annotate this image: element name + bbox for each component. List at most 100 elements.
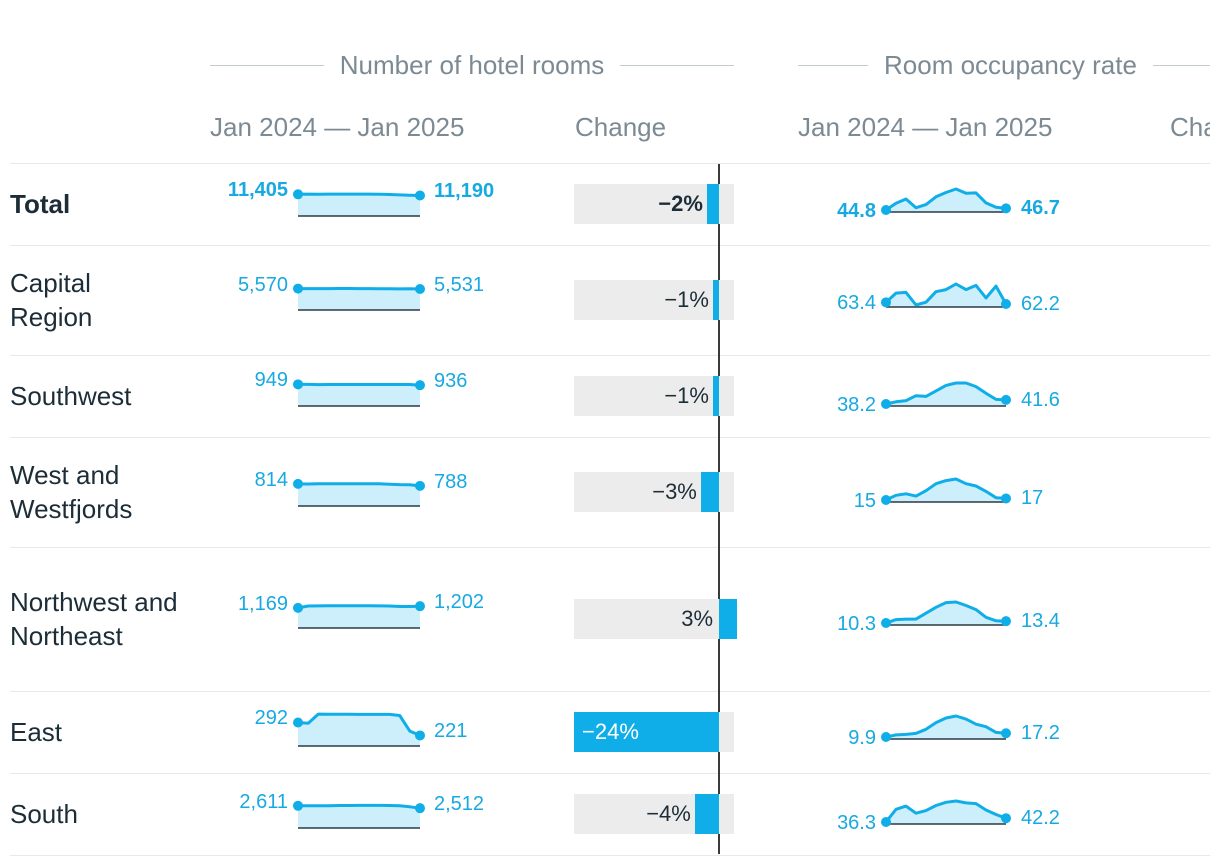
sparkline-line (884, 799, 1007, 823)
sparkline-line (885, 381, 1007, 406)
change-label: 3% (681, 606, 713, 631)
occupancy-sparkline (881, 187, 1011, 215)
occupancy-sparkline (881, 282, 1011, 310)
rooms-end-label: 936 (434, 370, 468, 393)
change-bar-track (574, 376, 734, 416)
sparkline-line (885, 477, 1007, 502)
rooms-sparkline (293, 189, 425, 217)
sparkline-end-dot (1001, 493, 1011, 504)
sparkline-area (886, 801, 1006, 824)
change-label: −1% (664, 383, 709, 408)
sparkline-start-dot (293, 283, 303, 294)
rooms-start-label: 949 (254, 369, 288, 392)
region-label: Northwest and Northeast (10, 587, 178, 651)
rooms-group-title: Number of hotel rooms (210, 47, 735, 83)
change-bar (706, 184, 719, 224)
sparkline-end-dot (415, 284, 425, 295)
change-label: −2% (658, 191, 703, 216)
region-label: Total (10, 189, 71, 219)
rooms-sparkline (293, 379, 425, 407)
rooms-end-label: 221 (434, 720, 468, 743)
change-bar (712, 376, 719, 416)
sparkline-line (297, 382, 421, 387)
sparkline-line (297, 712, 421, 737)
occupancy-end-label: 13.4 (1021, 610, 1060, 633)
change-label: −3% (652, 479, 697, 504)
sparkline-end-dot (1001, 299, 1011, 310)
sparkline-line (884, 282, 1008, 307)
sparkline-line (297, 604, 421, 610)
rooms-title-rule-left (210, 64, 324, 66)
sparkline-area (298, 288, 420, 310)
rooms-end-label: 2,512 (434, 793, 485, 816)
sparkline-start-dot (293, 189, 303, 200)
rooms-end-label: 1,202 (434, 591, 485, 614)
occupancy-end-label: 41.6 (1021, 388, 1060, 411)
sparkline-area (886, 602, 1006, 625)
sparkline-start-dot (881, 817, 891, 827)
occupancy-start-label: 9.9 (848, 727, 876, 749)
occupancy-start-label: 15 (853, 490, 876, 512)
occupancy-end-label: 42.2 (1021, 807, 1060, 830)
sparkline-end-dot (1001, 616, 1011, 627)
occupancy-sparkline (881, 600, 1011, 628)
sparkline-area (886, 479, 1006, 502)
occupancy-title-rule-left (798, 64, 868, 66)
rooms-sparkline (293, 712, 425, 747)
sparkline-line (885, 600, 1007, 625)
region-label: East (10, 717, 63, 747)
rooms-start-label: 11,405 (227, 179, 288, 202)
region-label: Capital Region (10, 268, 93, 332)
region-label: Southwest (10, 381, 132, 411)
sparkline-start-dot (881, 618, 891, 628)
sparkline-start-dot (293, 717, 303, 728)
sparkline-line (297, 482, 421, 488)
occupancy-sparkline (881, 477, 1011, 505)
change-bar (700, 472, 719, 512)
occupancy-group-label: Room occupancy rate (884, 49, 1137, 80)
rooms-end-label: 5,531 (434, 274, 485, 296)
sparkline-end-dot (1001, 394, 1011, 405)
sparkline-start-dot (881, 399, 891, 409)
sparkline-start-dot (293, 379, 303, 390)
occupancy-change-header: Cha (1170, 112, 1210, 142)
rooms-start-label: 814 (254, 468, 288, 491)
sparkline-end-dot (1001, 813, 1011, 824)
occupancy-title-rule-right (1152, 64, 1210, 66)
row-divider (10, 355, 1210, 356)
sparkline-start-dot (881, 205, 891, 215)
rooms-group-label: Number of hotel rooms (339, 49, 605, 80)
sparkline-line (885, 187, 1007, 212)
sparkline-start-dot (293, 478, 303, 489)
sparkline-end-dot (1001, 203, 1011, 214)
sparkline-line (297, 192, 421, 197)
occupancy-start-label: 38.2 (837, 394, 876, 416)
occupancy-end-label: 17 (1021, 487, 1044, 510)
sparkline-end-dot (1001, 728, 1011, 739)
change-bar (719, 599, 738, 639)
row-divider (10, 547, 1210, 548)
change-label: −4% (646, 801, 691, 826)
rooms-start-label: 1,169 (237, 592, 288, 615)
occupancy-period-header: Jan 2024 — Jan 2025 (798, 112, 1053, 142)
row-divider (10, 773, 1210, 774)
change-bar (712, 280, 719, 320)
rooms-sparkline (293, 800, 425, 829)
occupancy-end-label: 62.2 (1021, 293, 1060, 316)
occupancy-end-label: 46.7 (1021, 197, 1060, 220)
occupancy-start-label: 63.4 (837, 292, 876, 315)
region-label: West and Westfjords (10, 460, 133, 524)
sparkline-end-dot (415, 380, 425, 391)
rooms-sparkline (293, 283, 425, 311)
rooms-sparkline (293, 478, 425, 507)
occupancy-group-title: Room occupancy rate (798, 47, 1210, 83)
occupancy-start-label: 44.8 (837, 200, 876, 222)
sparkline-end-dot (415, 730, 425, 741)
occupancy-start-label: 10.3 (837, 613, 876, 635)
rooms-end-label: 11,190 (434, 180, 495, 203)
rooms-start-label: 292 (254, 707, 288, 730)
sparkline-line (298, 803, 421, 810)
sparkline-area (298, 384, 420, 406)
occupancy-sparkline (881, 714, 1011, 742)
sparkline-area (298, 714, 420, 746)
